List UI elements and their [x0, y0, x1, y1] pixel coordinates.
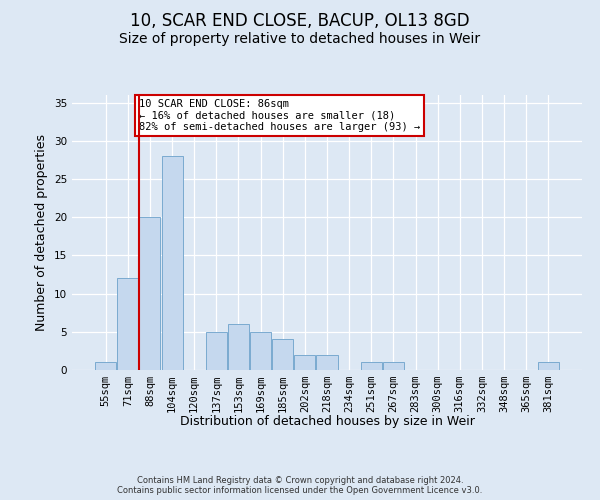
Text: 10 SCAR END CLOSE: 86sqm
← 16% of detached houses are smaller (18)
82% of semi-d: 10 SCAR END CLOSE: 86sqm ← 16% of detach… [139, 99, 420, 132]
Bar [206, 332, 227, 370]
Y-axis label: Number of detached properties: Number of detached properties [35, 134, 49, 331]
Bar [316, 354, 338, 370]
Bar [538, 362, 559, 370]
Bar [118, 278, 139, 370]
Bar [161, 156, 182, 370]
Text: Size of property relative to detached houses in Weir: Size of property relative to detached ho… [119, 32, 481, 46]
Bar [95, 362, 116, 370]
X-axis label: Distribution of detached houses by size in Weir: Distribution of detached houses by size … [179, 415, 475, 428]
Bar [361, 362, 382, 370]
Text: Contains HM Land Registry data © Crown copyright and database right 2024.
Contai: Contains HM Land Registry data © Crown c… [118, 476, 482, 495]
Text: 10, SCAR END CLOSE, BACUP, OL13 8GD: 10, SCAR END CLOSE, BACUP, OL13 8GD [130, 12, 470, 30]
Bar [272, 340, 293, 370]
Bar [250, 332, 271, 370]
Bar [383, 362, 404, 370]
Bar [139, 217, 160, 370]
Bar [295, 354, 316, 370]
Bar [228, 324, 249, 370]
